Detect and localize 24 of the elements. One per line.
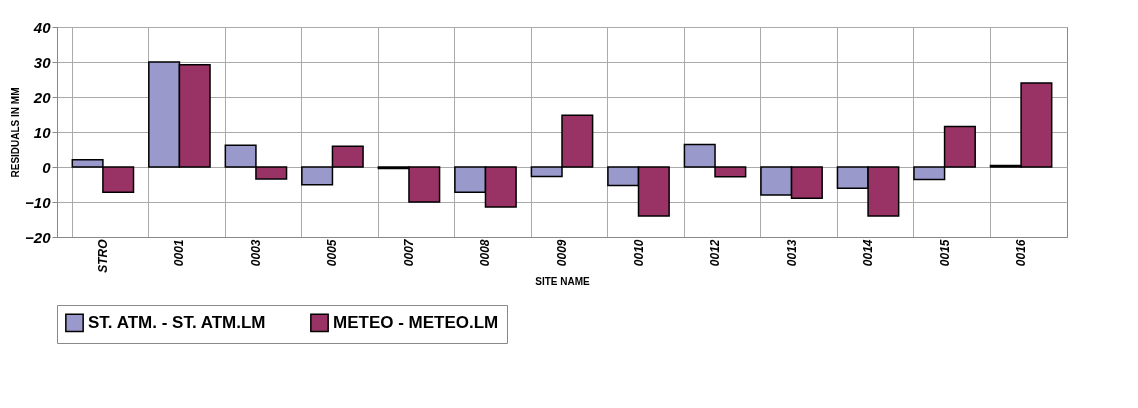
y-tick-label: 30 <box>33 53 52 71</box>
x-tick-label: 0013 <box>784 239 799 267</box>
legend-label: ST. ATM. - ST. ATM.LM <box>88 312 266 332</box>
x-axis-title: SITE NAME <box>535 275 591 287</box>
y-tick-label: 20 <box>32 88 52 106</box>
x-tick-label: 0012 <box>708 239 723 267</box>
x-tick-label: 0010 <box>631 239 646 267</box>
x-tick-label: STRO <box>95 238 110 273</box>
x-tick-label: 0016 <box>1014 239 1029 267</box>
y-tick-label: −20 <box>25 228 52 246</box>
x-tick-label: 0008 <box>478 239 493 267</box>
y-axis-title: RESIDUALS IN MM <box>10 87 22 178</box>
y-tick-label: 0 <box>42 158 52 176</box>
x-tick-label: 0014 <box>861 239 876 267</box>
x-tick-label: 0009 <box>555 239 569 267</box>
x-tick-label: 0003 <box>248 239 263 267</box>
legend-label: METEO - METEO.LM <box>333 312 499 332</box>
y-tick-label: −10 <box>25 193 52 211</box>
x-tick-label: 0007 <box>401 238 416 267</box>
x-tick-label: 0001 <box>172 239 187 267</box>
y-tick-label: 40 <box>32 18 52 36</box>
y-tick-label: 10 <box>33 123 52 141</box>
x-tick-label: 0005 <box>325 239 340 267</box>
x-tick-label: 0015 <box>937 239 952 267</box>
